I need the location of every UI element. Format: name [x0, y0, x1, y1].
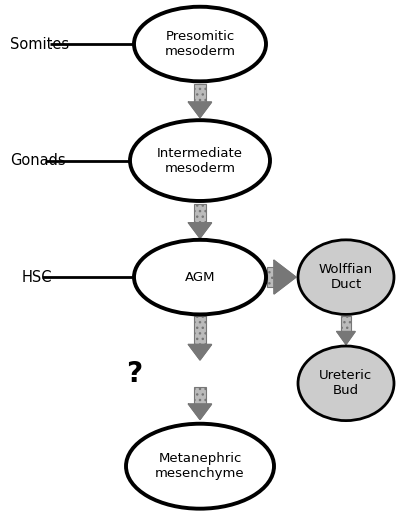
Bar [194, 84, 206, 102]
Polygon shape [337, 332, 355, 344]
Ellipse shape [130, 120, 270, 201]
Bar [194, 316, 206, 344]
Bar [194, 204, 206, 223]
Text: Presomitic
mesoderm: Presomitic mesoderm [164, 30, 236, 58]
Ellipse shape [298, 346, 394, 421]
Text: Ureteric
Bud: Ureteric Bud [319, 369, 373, 397]
Text: Gonads: Gonads [10, 153, 66, 168]
Polygon shape [188, 102, 212, 118]
Text: Somites: Somites [10, 37, 69, 51]
Text: HSC: HSC [22, 270, 52, 284]
Text: Intermediate
mesoderm: Intermediate mesoderm [157, 147, 243, 175]
Ellipse shape [134, 240, 266, 314]
Bar [194, 387, 206, 404]
Text: Metanephric
mesenchyme: Metanephric mesenchyme [155, 452, 245, 480]
Text: AGM: AGM [185, 270, 215, 284]
Bar [267, 267, 274, 287]
Polygon shape [188, 404, 212, 420]
Polygon shape [188, 223, 212, 238]
Ellipse shape [134, 7, 266, 81]
Polygon shape [274, 260, 296, 294]
Bar [341, 316, 351, 332]
Text: Wolffian
Duct: Wolffian Duct [319, 263, 373, 291]
Ellipse shape [298, 240, 394, 314]
Text: ?: ? [126, 360, 142, 388]
Polygon shape [188, 344, 212, 360]
Ellipse shape [126, 424, 274, 509]
